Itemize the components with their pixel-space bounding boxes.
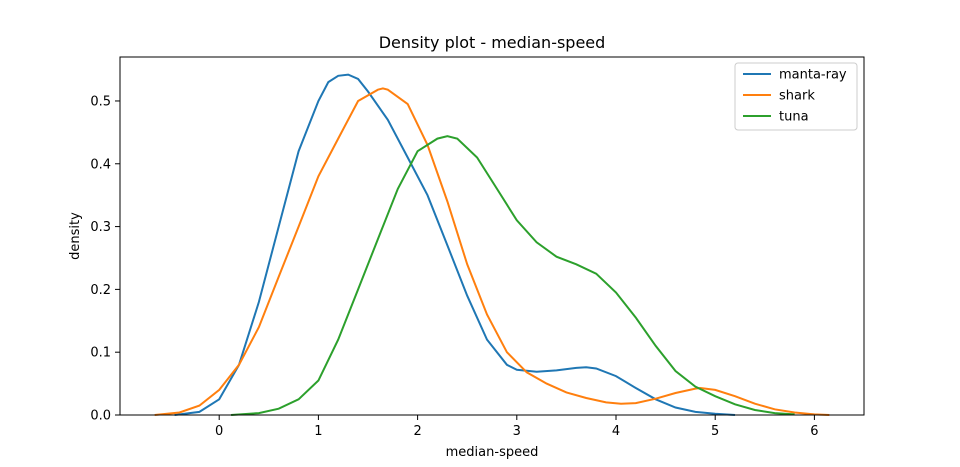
legend: manta-ray shark tuna (734, 62, 858, 131)
series-line-manta-ray (174, 73, 736, 416)
y-tick-label: 0.5 (90, 94, 111, 109)
x-tick-label: 1 (314, 424, 322, 439)
x-tick-label: 0 (215, 424, 223, 439)
x-tick-label: 3 (513, 424, 521, 439)
plot-area: 0 1 2 3 4 5 6 0.0 0.1 0.2 0.3 0.4 0.5 (90, 56, 865, 439)
legend-label-shark: shark (779, 89, 815, 104)
legend-box (734, 62, 858, 131)
chart-title: Density plot - median-speed (379, 33, 606, 52)
x-axis-label: median-speed (446, 445, 539, 460)
y-tick-label: 0.0 (90, 409, 111, 424)
y-tick-label: 0.2 (90, 283, 111, 298)
y-tick-label: 0.3 (90, 220, 111, 235)
legend-label-tuna: tuna (779, 110, 809, 125)
x-tick-label: 5 (711, 424, 719, 439)
y-tick-label: 0.4 (90, 157, 111, 172)
legend-label-manta-ray: manta-ray (779, 68, 847, 83)
x-tick-label: 6 (810, 424, 818, 439)
y-axis-label: density (68, 212, 83, 260)
x-tick-label: 4 (612, 424, 620, 439)
plot-frame (119, 56, 865, 416)
y-tick-label: 0.1 (90, 346, 111, 361)
series-line-shark (154, 87, 830, 416)
series-line-tuna (231, 135, 795, 416)
x-tick-label: 2 (413, 424, 421, 439)
